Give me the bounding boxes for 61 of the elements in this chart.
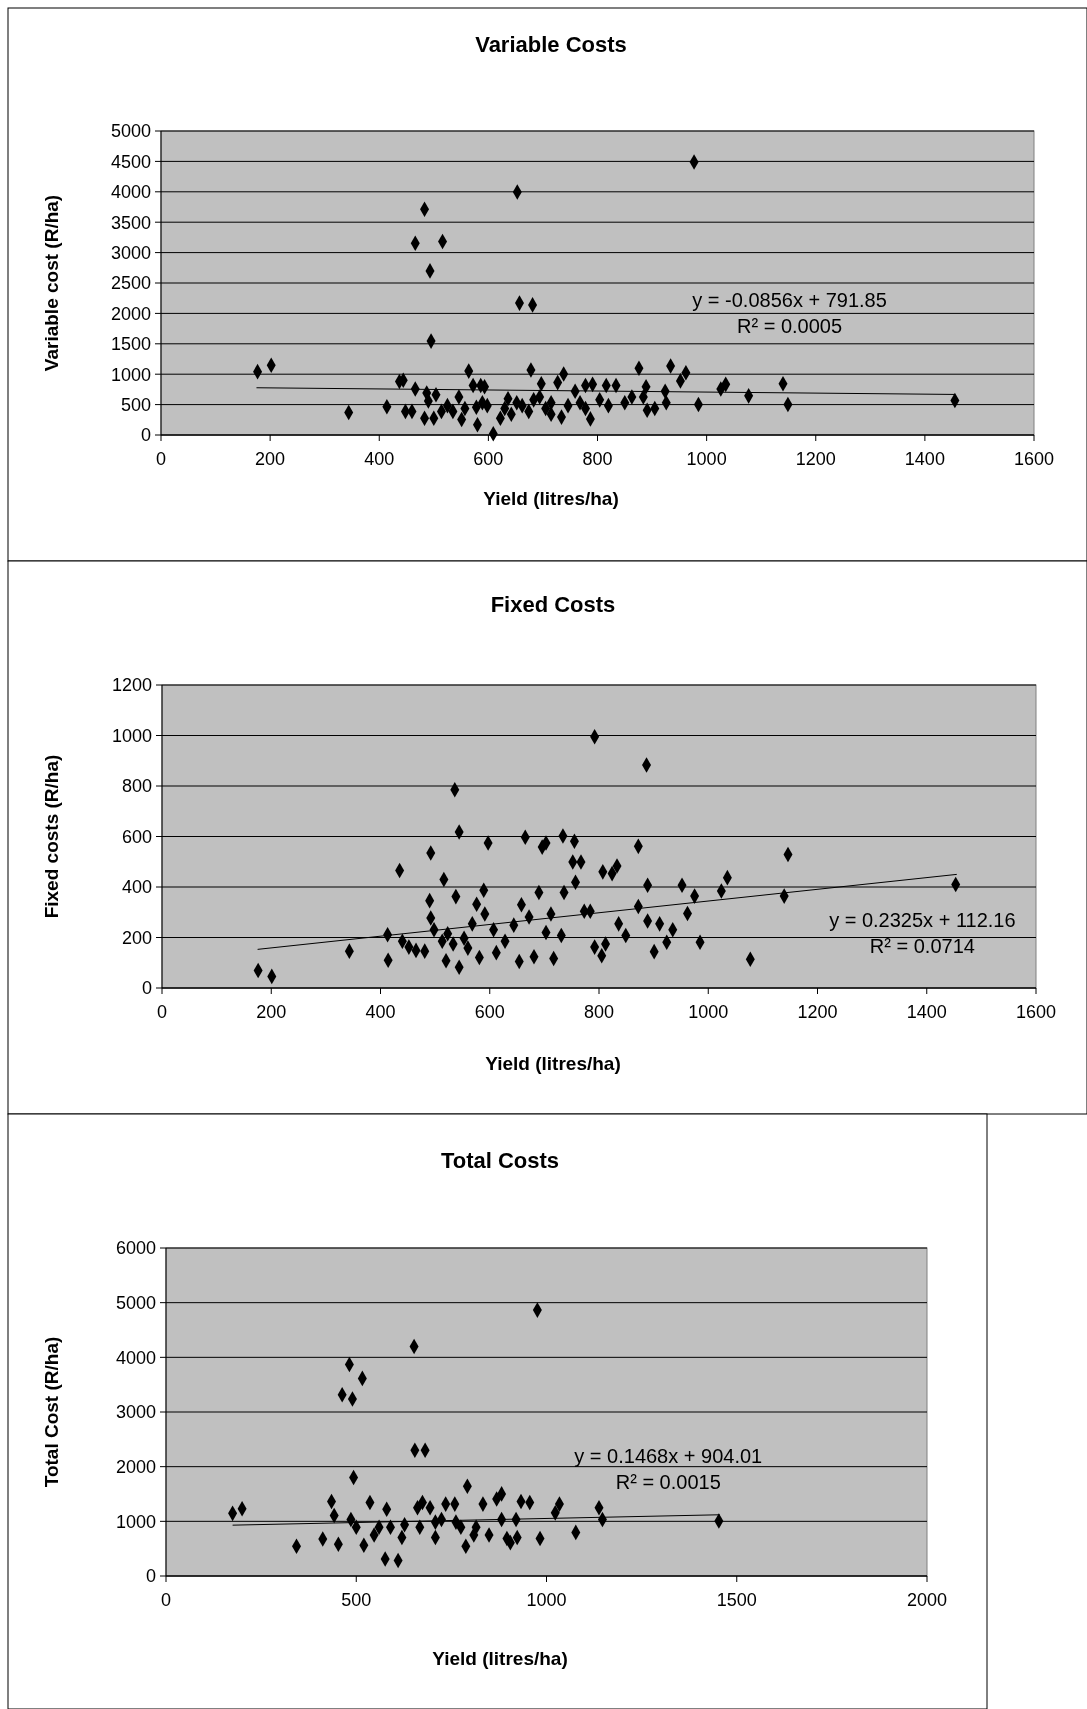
y-axis-title: Total Cost (R/ha) (41, 1336, 62, 1488)
annotation: y = 0.2325x + 112.16 (829, 909, 1016, 932)
x-tick-label: 400 (364, 449, 395, 469)
annotation: R² = 0.0015 (615, 1470, 721, 1493)
annotation: y = 0.1468x + 904.01 (574, 1444, 763, 1467)
x-axis-title: Yield (litres/ha) (483, 488, 619, 509)
y-axis-title: Variable cost (R/ha) (41, 194, 62, 372)
annotation: R² = 0.0714 (869, 935, 975, 958)
chart-title: Total Costs (440, 1148, 560, 1173)
y-tick-label: 4000 (115, 1347, 156, 1368)
x-tick-label: 400 (365, 1002, 396, 1022)
y-tick-label: 5000 (115, 1292, 156, 1313)
x-tick-label: 200 (255, 449, 286, 469)
y-tick-label: 6000 (115, 1238, 156, 1259)
y-tick-label: 1000 (110, 364, 151, 385)
annotation: y = -0.0856x + 791.85 (692, 289, 887, 312)
x-tick-label: 1000 (688, 1002, 729, 1022)
x-tick-label: 600 (473, 449, 504, 469)
annotation: R² = 0.0005 (737, 315, 843, 338)
y-tick-label: 400 (121, 877, 152, 898)
y-tick-label: 4000 (110, 182, 151, 203)
x-tick-label: 600 (474, 1002, 505, 1022)
x-tick-label: 0 (160, 1590, 172, 1610)
y-tick-label: 2000 (110, 303, 151, 324)
x-tick-label: 1000 (526, 1590, 567, 1610)
y-tick-label: 0 (140, 425, 151, 446)
y-tick-label: 5000 (110, 121, 151, 142)
y-tick-label: 0 (145, 1566, 156, 1587)
y-tick-label: 3000 (115, 1402, 156, 1423)
x-axis-title: Yield (litres/ha) (432, 1648, 568, 1669)
y-tick-label: 2500 (110, 273, 151, 294)
y-tick-label: 1000 (115, 1511, 156, 1532)
y-tick-label: 200 (121, 927, 152, 948)
x-tick-label: 200 (256, 1002, 287, 1022)
y-tick-label: 1000 (111, 725, 152, 746)
y-tick-label: 4500 (110, 151, 151, 172)
x-tick-label: 1400 (906, 1002, 947, 1022)
x-tick-label: 1500 (716, 1590, 757, 1610)
x-tick-label: 1200 (795, 449, 836, 469)
y-tick-label: 2000 (115, 1456, 156, 1477)
x-tick-label: 800 (582, 449, 613, 469)
y-tick-label: 1200 (111, 675, 152, 696)
y-tick-label: 0 (141, 978, 152, 999)
y-tick-label: 1500 (110, 334, 151, 355)
x-tick-label: 1600 (1013, 449, 1055, 469)
x-tick-label: 500 (341, 1590, 372, 1610)
x-tick-label: 2000 (906, 1590, 948, 1610)
x-tick-label: 1200 (797, 1002, 838, 1022)
chart-title: Fixed Costs (490, 592, 616, 617)
x-axis-title: Yield (litres/ha) (485, 1053, 621, 1074)
y-tick-label: 600 (121, 826, 152, 847)
y-tick-label: 800 (121, 776, 152, 797)
x-tick-label: 1400 (904, 449, 945, 469)
chart-title: Variable Costs (475, 32, 627, 57)
y-tick-label: 3500 (110, 212, 151, 233)
x-tick-label: 1000 (686, 449, 727, 469)
x-tick-label: 1600 (1015, 1002, 1057, 1022)
x-tick-label: 800 (583, 1002, 615, 1022)
y-tick-label: 500 (120, 394, 151, 415)
y-tick-label: 3000 (110, 242, 151, 263)
y-axis-title: Fixed costs (R/ha) (41, 754, 62, 919)
